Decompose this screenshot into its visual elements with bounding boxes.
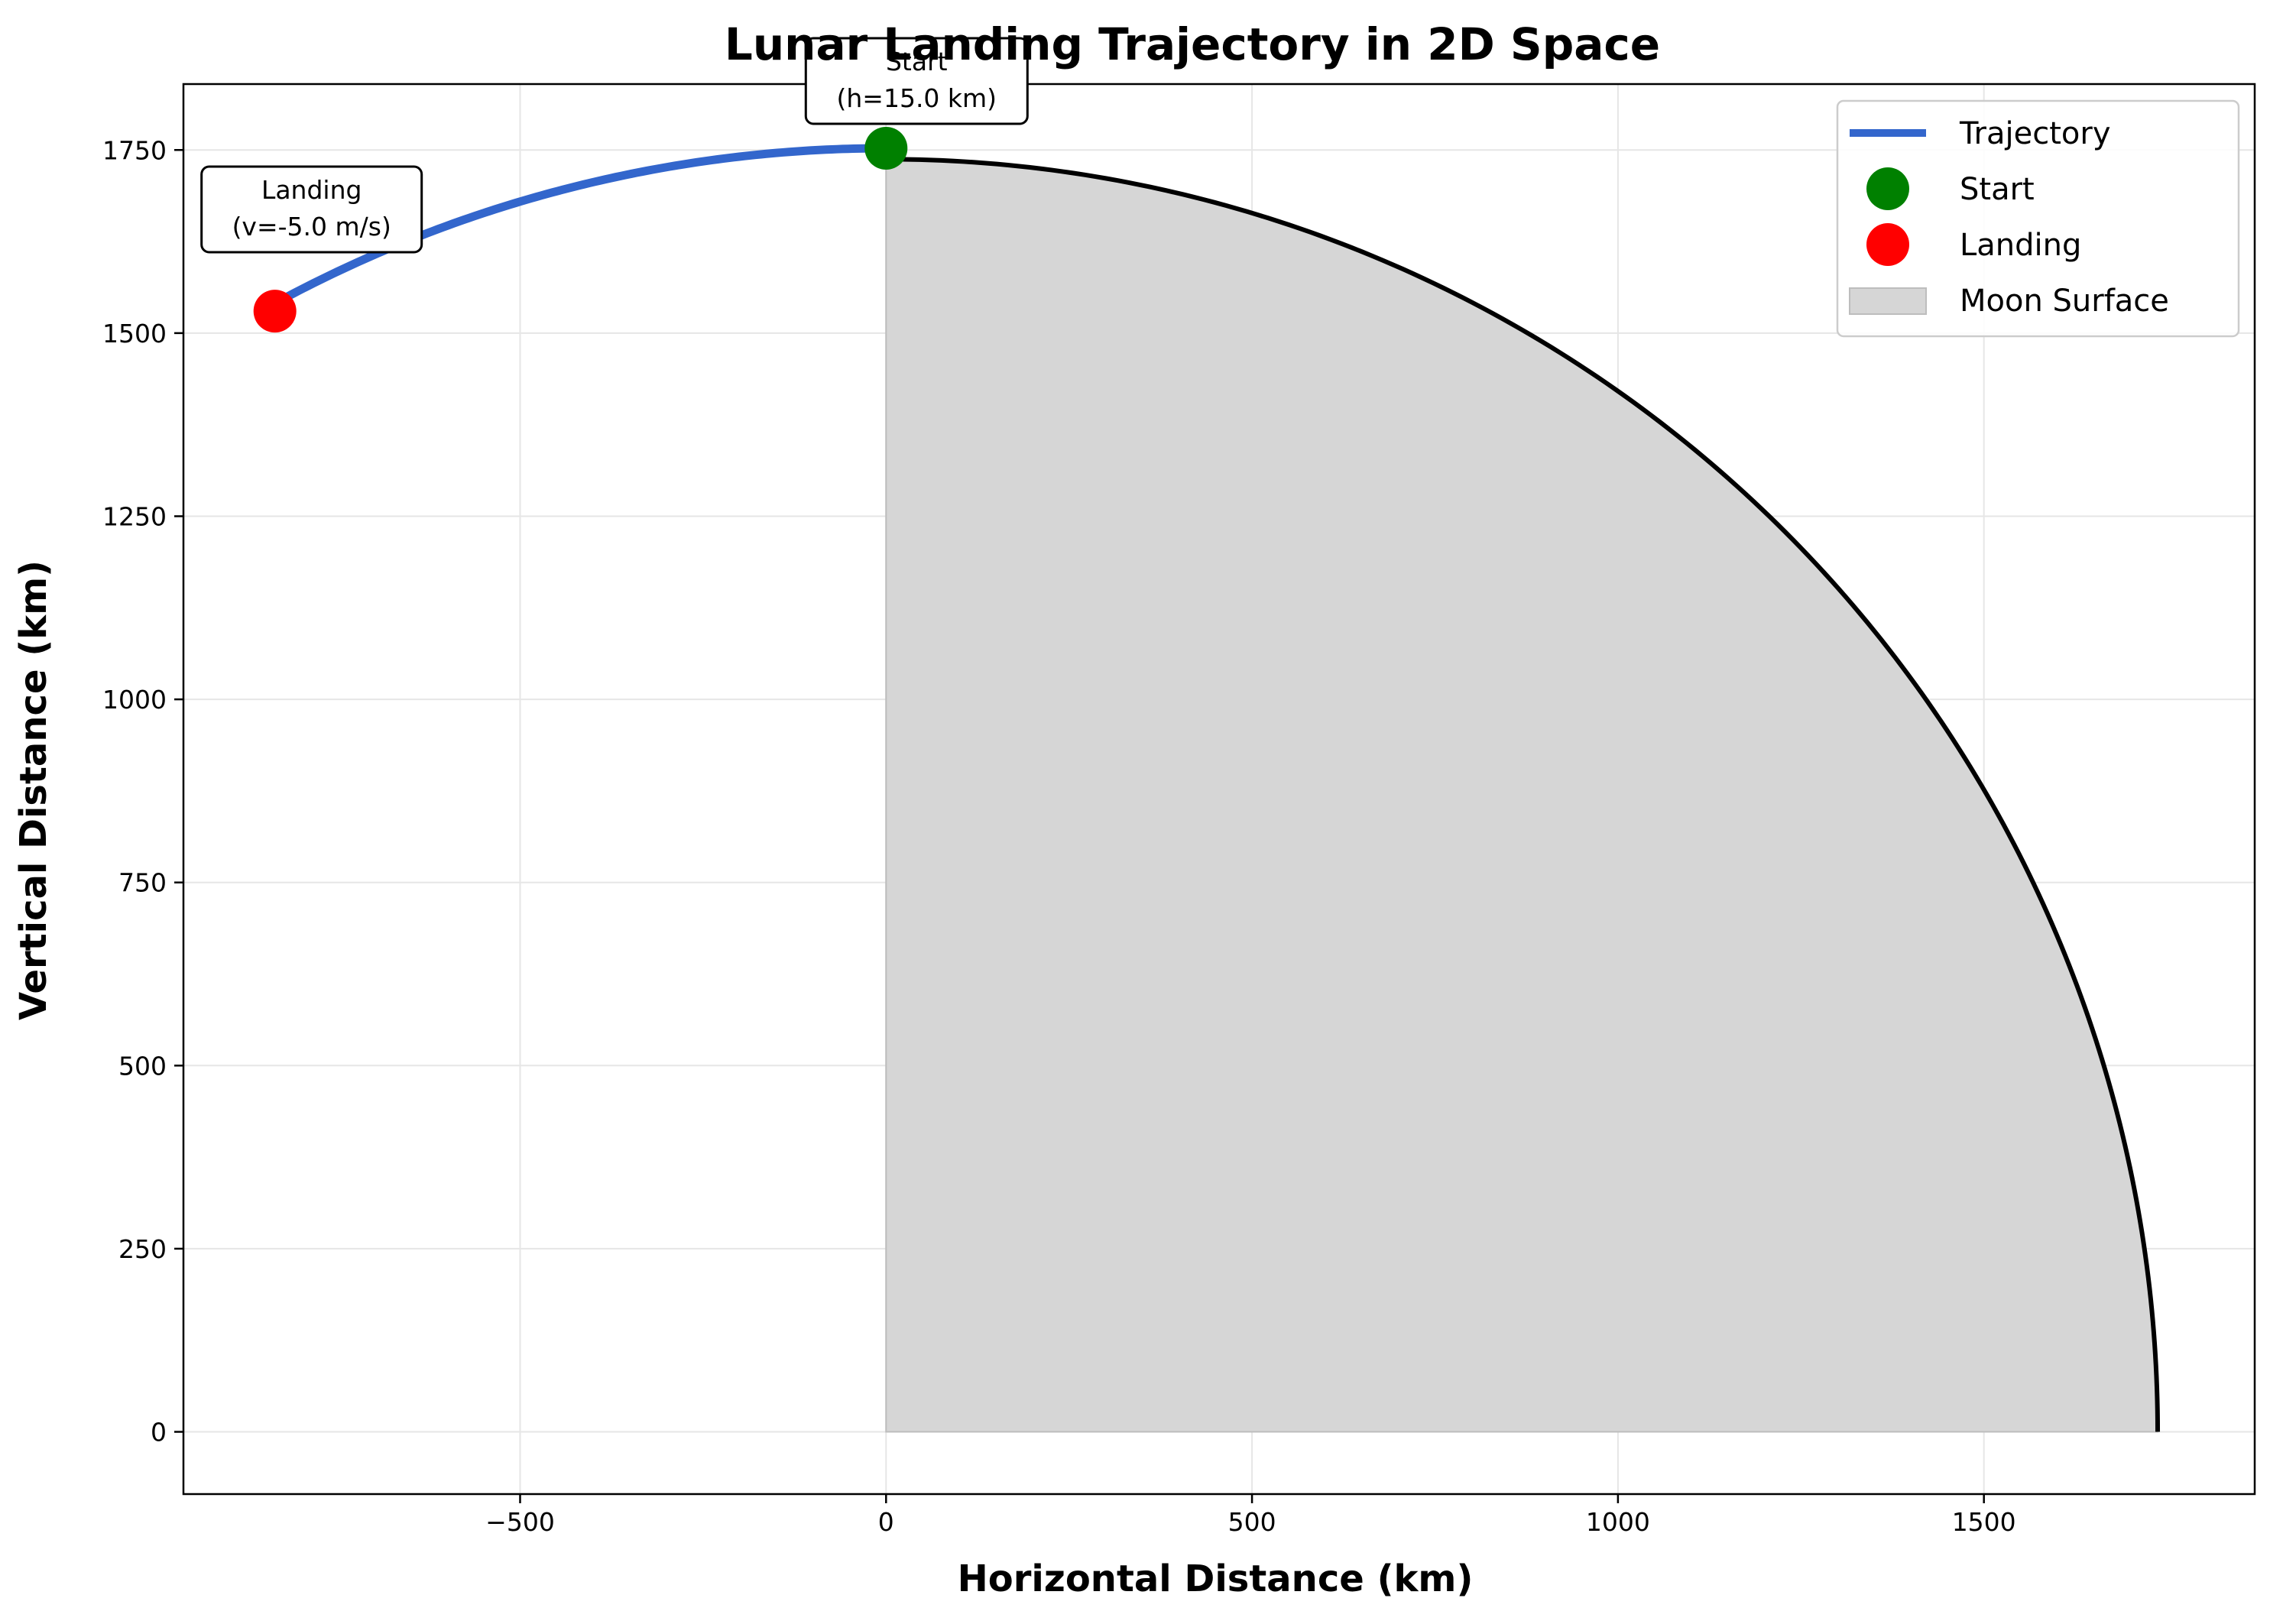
plot-frame [182, 83, 2256, 1496]
annotation-layer: Start (h=15.0 km) Landing (v=-5.0 m/s) [200, 37, 1029, 254]
legend-swatch-landing [1866, 223, 1909, 266]
legend-swatch-moon-surface [1849, 287, 1927, 315]
y-tick-label: 1250 [102, 501, 167, 531]
moon-surface-layer [885, 157, 2161, 1433]
landing-annotation-line-2: (v=-5.0 m/s) [232, 212, 391, 241]
y-tick-label: 1000 [102, 685, 167, 715]
legend-box [1836, 99, 2240, 338]
x-tick-label: 1000 [1586, 1507, 1650, 1537]
axes-frame [182, 83, 2256, 1496]
legend-label-moon-surface: Moon Surface [1960, 284, 2169, 319]
x-tick-label: 1500 [1952, 1507, 2016, 1537]
y-tick-label: 0 [151, 1418, 167, 1447]
trajectory-line [256, 144, 890, 316]
x-tick-label: 0 [878, 1507, 894, 1537]
landing-marker [253, 290, 297, 333]
start-annotation: Start (h=15.0 km) [804, 37, 1029, 125]
moon-surface-outline [886, 157, 2161, 1432]
start-marker [864, 126, 908, 170]
y-tick-label: 1500 [102, 319, 167, 348]
y-tick-label: 750 [118, 868, 167, 898]
legend-label-trajectory: Trajectory [1959, 116, 2111, 151]
landing-annotation-box [200, 165, 423, 254]
y-tick-label: 1750 [102, 135, 167, 165]
y-axis-label: Vertical Distance (km) [12, 560, 55, 1020]
tick-layer: −500 0 500 1000 1500 0 250 500 750 1000 1250 1500 17… [102, 135, 2016, 1537]
y-tick-label: 250 [118, 1234, 167, 1264]
legend: Trajectory Start Landing Moon Surface [1836, 99, 2240, 338]
chart-title: Lunar Landing Trajectory in 2D Space [725, 18, 1660, 70]
legend-label-start: Start [1960, 172, 2035, 207]
legend-swatch-start [1866, 167, 1909, 210]
start-annotation-line-2: (h=15.0 km) [837, 83, 997, 113]
y-tick-label: 500 [118, 1051, 167, 1081]
trajectory-layer [253, 126, 908, 333]
start-annotation-box [804, 37, 1029, 125]
x-tick-label: −500 [485, 1507, 555, 1537]
x-tick-label: 500 [1228, 1507, 1276, 1537]
start-annotation-line-1: Start [886, 47, 948, 76]
x-axis-label: Horizontal Distance (km) [958, 1558, 1474, 1600]
landing-annotation-line-1: Landing [261, 175, 362, 205]
landing-annotation: Landing (v=-5.0 m/s) [200, 165, 423, 254]
legend-label-landing: Landing [1960, 228, 2081, 263]
